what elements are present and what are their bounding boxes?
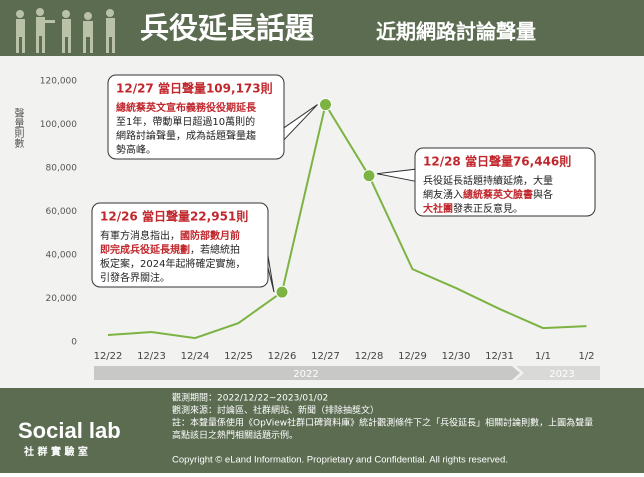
footer-note: 高點該日之熱門相關話題示例。 (172, 429, 298, 441)
callout-text: 網路討論聲量，成為話題聲量趨 (116, 129, 256, 142)
callout-run: ，若總統拍 (190, 243, 240, 256)
callout-title: 12/27 當日聲量109,173則 (116, 81, 273, 96)
footer-note: 觀測期間：2022/12/22~2023/01/02 (172, 392, 328, 404)
y-tick-label: 100,000 (40, 120, 77, 130)
footer-note: 註：本聲量係使用《OpView社群口碑資料庫》統計觀測條件下之「兵役延長」相關討… (172, 417, 593, 429)
callout-run: 國防部數月前 (180, 229, 240, 242)
highlight-point (362, 169, 376, 183)
data-line (107, 101, 587, 340)
x-tick-label: 12/25 (224, 351, 253, 362)
callout-run: 總統蔡英文臉書 (463, 188, 533, 201)
callout-text: 板定案，2024年起將確定實施， (100, 257, 245, 270)
callout-title: 12/28 當日聲量76,446則 (423, 154, 571, 169)
callout: 12/27 當日聲量109,173則總統蔡英文宣布義務役役期延長至1年，帶動單日… (107, 74, 318, 160)
x-tick-label: 12/31 (485, 351, 514, 362)
callout-box (414, 147, 596, 217)
logo: Social lab (18, 418, 121, 443)
callout-run: 板定案，2024年起將確定實施， (100, 257, 245, 270)
callout-text: 勢高峰。 (116, 143, 156, 156)
copyright: Copyright © eLand Information. Proprieta… (172, 455, 508, 466)
callout: 12/26 當日聲量22,951則有軍方消息指出，國防部數月前即完成兵役延長規劃… (91, 202, 275, 293)
callout: 12/28 當日聲量76,446則兵役延長話題持續延燒，大量網友湧入總統蔡英文臉… (376, 147, 596, 217)
callout-text: 網友湧入總統蔡英文臉書與各 (423, 188, 553, 201)
callout-run: 即完成兵役延長規劃 (100, 243, 190, 256)
y-axis-title: 聲量則數 (12, 107, 24, 149)
callout-text: 總統蔡英文宣布義務役役期延長 (116, 101, 257, 114)
callout-run: 大社團 (423, 202, 453, 215)
x-tick-label: 12/22 (94, 351, 123, 362)
x-tick-label: 12/27 (311, 351, 340, 362)
x-tick-label: 12/28 (355, 351, 384, 362)
callout-text: 有軍方消息指出，國防部數月前 (100, 229, 240, 242)
callout-run: 引發各界關注。 (100, 271, 170, 284)
callout-run: 有軍方消息指出， (100, 229, 180, 242)
year-label: 2022 (293, 369, 318, 380)
subtitle: 近期網路討論聲量 (376, 20, 536, 44)
y-tick-label: 20,000 (46, 294, 78, 304)
x-tick-label: 12/24 (181, 351, 210, 362)
callout-run: 勢高峰。 (116, 143, 156, 156)
callout-text: 兵役延長話題持續延燒，大量 (423, 174, 553, 187)
callout-box (91, 202, 269, 288)
callout-title: 12/26 當日聲量22,951則 (100, 209, 248, 224)
header-band (0, 0, 644, 56)
callout-run: 至1年，帶動單日超過10萬則的 (116, 115, 255, 128)
callout-run: 網路討論聲量，成為話題聲量趨 (116, 129, 256, 142)
footer-note: 觀測來源：討論區、社群網站、新聞（排除抽獎文） (172, 404, 379, 416)
y-tick-label: 40,000 (46, 251, 78, 261)
callout-run: 發表正反意見。 (453, 202, 523, 215)
callout-run: 與各 (533, 188, 553, 201)
callout-run: 網友湧入 (423, 188, 463, 201)
callout-text: 大社團發表正反意見。 (423, 202, 523, 215)
y-tick-label: 60,000 (46, 207, 78, 217)
highlight-point (319, 98, 332, 112)
callout-box (107, 74, 285, 160)
callout-run: 兵役延長話題持續延燒，大量 (423, 174, 553, 187)
x-tick-label: 12/23 (137, 351, 166, 362)
logo-subtitle: 社 群 實 驗 室 (23, 445, 88, 458)
year-band (516, 366, 600, 380)
x-tick-label: 12/26 (268, 351, 297, 362)
callout-text: 至1年，帶動單日超過10萬則的 (116, 115, 255, 128)
footer-band (0, 388, 644, 473)
year-label: 2023 (549, 369, 574, 380)
x-tick-label: 12/29 (398, 351, 427, 362)
callout-run: 總統蔡英文宣布義務役役期延長 (116, 101, 257, 114)
x-tick-label: 1/1 (535, 351, 551, 362)
title: 兵役延長話題 (140, 11, 315, 45)
highlight-point (275, 285, 289, 299)
x-tick-label: 12/30 (442, 351, 471, 362)
soldier-silhouettes (16, 8, 115, 53)
x-tick-label: 1/2 (578, 351, 594, 362)
y-tick-label: 120,000 (40, 77, 77, 87)
y-tick-label: 80,000 (46, 164, 78, 174)
callout-text: 引發各界關注。 (100, 271, 170, 284)
y-tick-label: 0 (71, 338, 77, 348)
year-band (94, 366, 520, 380)
callout-text: 即完成兵役延長規劃，若總統拍 (100, 243, 240, 256)
